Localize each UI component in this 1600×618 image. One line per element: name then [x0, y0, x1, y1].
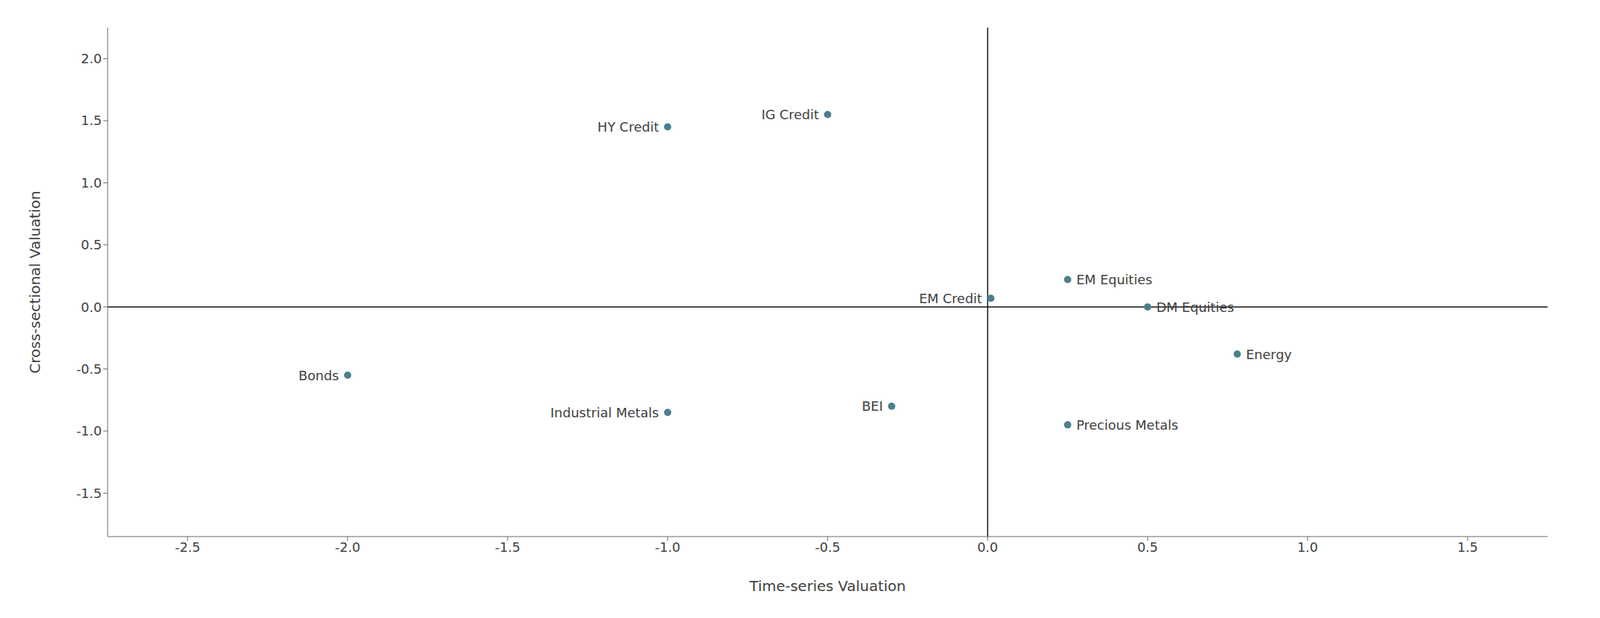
- svg-text:DM Equities: DM Equities: [1156, 299, 1235, 315]
- svg-text:-1.5: -1.5: [494, 539, 520, 555]
- svg-text:1.0: 1.0: [80, 175, 102, 191]
- svg-text:BEI: BEI: [861, 398, 883, 414]
- svg-text:Cross-sectional Valuation: Cross-sectional Valuation: [26, 190, 44, 374]
- svg-text:Industrial Metals: Industrial Metals: [550, 405, 659, 421]
- svg-text:-1.5: -1.5: [76, 485, 102, 502]
- svg-text:2.0: 2.0: [80, 50, 102, 67]
- svg-text:1.0: 1.0: [1297, 539, 1319, 555]
- svg-text:Energy: Energy: [1245, 346, 1292, 363]
- svg-text:0.5: 0.5: [1137, 539, 1159, 555]
- svg-text:-0.5: -0.5: [814, 539, 840, 555]
- svg-text:HY Credit: HY Credit: [597, 119, 659, 135]
- svg-text:1.5: 1.5: [1457, 539, 1479, 555]
- svg-text:-0.5: -0.5: [76, 361, 102, 377]
- svg-text:-1.0: -1.0: [76, 423, 102, 439]
- svg-text:1.5: 1.5: [80, 112, 102, 128]
- svg-text:0.5: 0.5: [80, 237, 102, 253]
- svg-text:-2.5: -2.5: [174, 539, 200, 555]
- svg-text:Bonds: Bonds: [298, 368, 339, 384]
- svg-text:Precious Metals: Precious Metals: [1076, 417, 1179, 433]
- svg-text:IG Credit: IG Credit: [761, 106, 819, 123]
- svg-text:0.0: 0.0: [977, 539, 999, 555]
- svg-text:-2.0: -2.0: [334, 539, 360, 555]
- svg-text:EM Equities: EM Equities: [1076, 272, 1152, 288]
- svg-text:-1.0: -1.0: [654, 539, 680, 555]
- svg-text:0.0: 0.0: [80, 299, 102, 315]
- svg-text:EM Credit: EM Credit: [919, 290, 983, 307]
- svg-text:Time-series Valuation: Time-series Valuation: [749, 577, 907, 595]
